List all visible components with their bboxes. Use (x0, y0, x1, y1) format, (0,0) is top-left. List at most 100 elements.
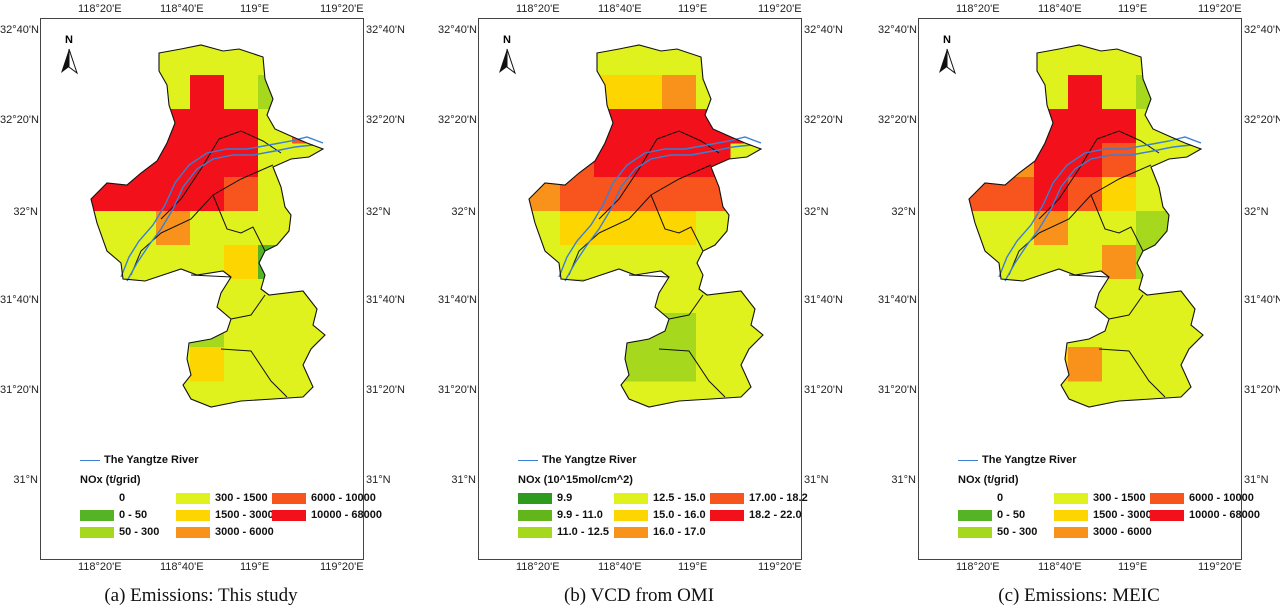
district-boundary (658, 348, 726, 398)
north-label: N (65, 34, 73, 46)
map-svg: N (939, 34, 1204, 408)
legend-swatch (710, 509, 744, 521)
grid-cell (1000, 279, 1035, 314)
grid-cell (224, 177, 259, 212)
grid-cell (122, 279, 157, 314)
grid-cell (81, 177, 89, 211)
map-frame: N (478, 18, 802, 560)
grid-cell (224, 109, 259, 144)
legend-river: The Yangtze River (80, 454, 199, 466)
north-label: N (503, 34, 511, 46)
legend-river: The Yangtze River (958, 454, 1077, 466)
map-svg: N (499, 34, 764, 408)
grid-cell (1000, 143, 1035, 178)
legend-swatch (176, 509, 210, 521)
grid-cell (190, 347, 225, 382)
lon-tick-label-top: 118°20'E (956, 3, 1000, 15)
lat-tick-label-right: 32°40'N (366, 24, 405, 36)
grid-cell (1034, 45, 1069, 76)
legend-item: 0 (958, 492, 1003, 504)
grid-cell (662, 211, 697, 246)
grid-cell (156, 245, 191, 280)
yangtze-river (998, 136, 1202, 278)
grid-cell (594, 279, 629, 314)
map-frame: N (918, 18, 1242, 560)
grid-cell (190, 75, 225, 110)
legend-item: 9.9 (518, 492, 572, 504)
legend-label: 0 - 50 (119, 509, 148, 521)
grid-cell (156, 313, 191, 348)
grid-cell (91, 211, 123, 246)
grid-cell (224, 211, 259, 246)
grid-cell (529, 211, 561, 246)
north-arrow-icon (939, 48, 956, 75)
lon-tick-label-bottom: 118°20'E (516, 561, 560, 573)
lat-tick-label-right: 32°40'N (1244, 24, 1280, 36)
legend-label: 300 - 1500 (215, 492, 268, 504)
grid-cell (560, 75, 595, 110)
legend-label: 10000 - 68000 (311, 509, 382, 521)
legend-swatch (1150, 509, 1184, 521)
lat-tick-label-left: 31°20'N (0, 384, 39, 396)
lon-tick-label-bottom: 118°40'E (160, 561, 204, 573)
grid-cell (1102, 279, 1137, 314)
lon-tick-label-top: 119°20'E (1198, 3, 1242, 15)
legend-item: 15.0 - 16.0 (614, 509, 706, 521)
grid-cell (529, 109, 561, 144)
grid-cell (662, 245, 697, 280)
legend-swatch (958, 492, 992, 504)
grid-cell (1034, 75, 1069, 110)
lat-tick-label-right: 32°N (366, 206, 391, 218)
city-boundary (90, 44, 326, 408)
legend-label: 17.00 - 18.2 (749, 492, 808, 504)
grid-cell (594, 75, 629, 110)
lat-tick-label-left: 31°40'N (438, 294, 477, 306)
lat-tick-label-right: 31°N (366, 474, 391, 486)
grid-cell (1136, 279, 1171, 314)
lat-tick-label-right: 31°20'N (804, 384, 843, 396)
legend-river: The Yangtze River (518, 454, 637, 466)
district-boundary (1108, 294, 1144, 320)
lat-tick-label-left: 32°40'N (878, 24, 917, 36)
legend-label: 0 - 50 (997, 509, 1026, 521)
grid-cell (662, 75, 697, 110)
lon-tick-label-bottom: 119°20'E (320, 561, 364, 573)
grid-cell (1136, 177, 1171, 212)
legend-label: 18.2 - 22.0 (749, 509, 802, 521)
lon-tick-label-top: 119°20'E (320, 3, 364, 15)
grid-cell (258, 211, 293, 246)
grid-cell (1034, 313, 1069, 348)
legend-label: 9.9 (557, 492, 573, 504)
grid-cell (1068, 177, 1103, 212)
legend-swatch (1054, 492, 1088, 504)
lon-tick-label-top: 118°40'E (598, 3, 642, 15)
legend-label: 0 (997, 492, 1004, 504)
lat-tick-label-right: 31°N (804, 474, 829, 486)
grid-cell (156, 75, 191, 110)
river-swatch (958, 459, 978, 461)
lon-tick-label-bottom: 119°E (678, 561, 708, 573)
lat-tick-label-right: 32°40'N (804, 24, 843, 36)
grid-cell (1000, 75, 1035, 110)
grid-cell (258, 347, 293, 382)
legend-swatch (614, 492, 648, 504)
grid-cell (224, 313, 259, 348)
grid-cell (224, 75, 259, 110)
grid-cell (258, 177, 293, 212)
yangtze-river (126, 144, 314, 282)
river-label: The Yangtze River (982, 454, 1077, 466)
grid-cell (1102, 75, 1137, 110)
legend-item: 0 - 50 (80, 509, 147, 521)
grid-cell (122, 245, 157, 280)
lat-tick-label-right: 31°40'N (366, 294, 405, 306)
legend-swatch (80, 492, 114, 504)
grid-cell (258, 75, 293, 110)
grid-cell (258, 245, 293, 280)
grid-cell (156, 279, 191, 314)
lon-tick-label-bottom: 119°E (1118, 561, 1148, 573)
legend-swatch (614, 509, 648, 521)
grid-cell (122, 143, 157, 178)
grid-cell (91, 143, 123, 178)
grid-cell (662, 177, 697, 212)
legend-swatch (518, 509, 552, 521)
